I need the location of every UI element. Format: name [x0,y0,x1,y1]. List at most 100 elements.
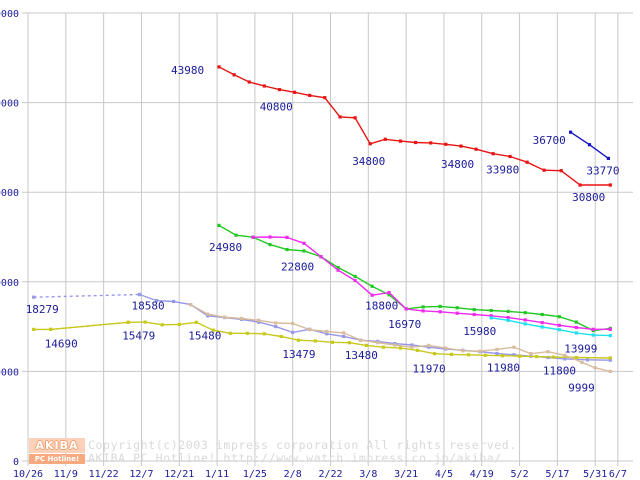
series-marker [274,321,278,325]
series-marker [608,327,612,331]
x-tick-label: 5/31 [583,469,607,480]
series-marker [574,325,578,330]
series-marker [262,84,266,88]
series-marker [569,130,573,134]
series-line [190,303,611,373]
x-tick-label: 12/7 [129,469,153,480]
series-marker [512,345,516,349]
series-marker [302,249,306,253]
x-tick-label: 10/26 [13,469,43,480]
series-marker [552,355,556,359]
y-tick-label: 50000 [0,9,19,20]
series-marker [404,307,408,311]
series-marker [251,235,255,239]
series-marker [126,320,130,324]
series-marker [591,327,595,331]
series-marker [540,312,544,317]
series-marker [489,316,493,320]
series-marker [137,292,142,297]
data-point-label: 15980 [463,325,496,338]
series-marker [338,115,342,119]
series-marker [370,284,374,288]
data-point-label: 34800 [352,155,385,168]
series-marker [461,349,465,353]
series-marker [381,345,385,349]
x-tick-label: 3/21 [394,469,418,480]
series-marker [459,144,463,148]
series-marker [172,299,176,304]
series-marker [368,142,372,146]
series-marker [410,345,414,349]
series-marker [228,331,232,335]
x-tick-label: 12/21 [164,469,194,480]
series-marker [478,349,482,353]
series-marker [591,333,595,337]
series-marker [308,328,312,332]
data-point-label: 11800 [543,364,576,377]
series-marker [319,255,323,259]
series-marker [523,322,527,326]
series-marker [546,350,550,354]
series-marker [518,354,522,358]
x-tick-label: 4/19 [470,469,494,480]
series-marker [325,332,329,336]
series-marker [512,353,516,357]
data-point-label: 43980 [171,64,204,77]
series-marker [489,308,493,313]
y-tick-label: 20000 [0,278,19,289]
data-point-label: 15479 [122,329,155,342]
series-line [33,293,140,298]
series-marker [557,315,561,319]
series-marker [540,325,544,329]
series-marker [247,80,251,84]
data-point-label: 15480 [188,329,221,342]
series-marker [495,351,499,356]
series-marker [574,320,578,324]
series-marker [580,360,584,364]
series-marker [353,274,357,278]
series-marker [387,293,391,297]
series-marker [574,331,578,335]
series-marker [177,322,181,326]
series-marker [466,353,471,357]
data-point-label: 34800 [441,158,474,171]
series-marker [438,304,442,308]
data-point-label: 36700 [533,134,566,147]
series-marker [557,328,561,332]
series-marker [308,93,312,97]
series-marker [347,341,351,345]
series-marker [353,116,357,120]
y-tick-label: 0 [13,457,19,468]
series-marker [217,223,221,227]
series-marker [587,143,592,147]
series-marker [500,354,505,358]
series-marker [608,358,612,362]
series-marker [155,299,159,303]
series-marker [421,309,425,313]
series-marker [449,352,454,356]
series-marker [313,339,317,343]
series-marker [285,235,289,239]
series-marker [370,293,374,297]
y-tick-label: 30000 [0,188,19,199]
series-marker [323,96,327,100]
series-marker [398,346,403,350]
x-tick-label: 2/8 [284,469,302,480]
series-marker [325,329,329,334]
series-marker [257,320,261,324]
data-point-label: 16970 [388,318,421,331]
series-marker [444,142,448,146]
series-line [252,236,611,330]
series-marker [257,318,261,322]
series-marker [608,183,612,187]
series-marker [302,241,306,245]
series-marker [49,327,53,331]
series-marker [211,328,215,332]
series-marker [506,309,510,313]
series-line [491,317,611,337]
x-tick-label: 11/9 [54,469,78,480]
series-marker [336,265,340,270]
x-tick-label: 3/8 [359,469,377,480]
series-marker [291,330,295,334]
